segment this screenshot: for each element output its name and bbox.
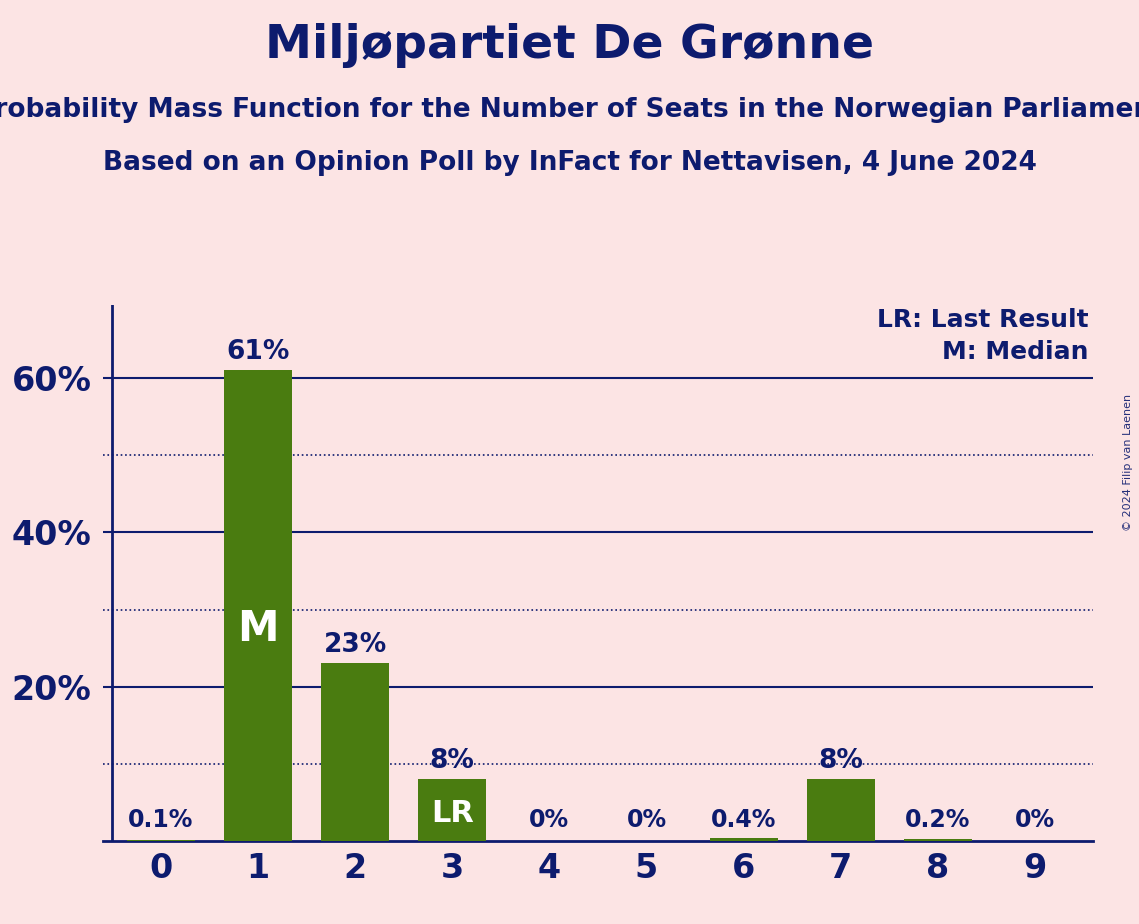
Text: M: Median: M: Median	[942, 340, 1089, 364]
Bar	[904, 839, 972, 841]
Bar	[418, 779, 486, 841]
Bar	[710, 838, 778, 841]
Text: LR: Last Result: LR: Last Result	[877, 308, 1089, 332]
Text: 8%: 8%	[429, 748, 475, 773]
Text: 0%: 0%	[530, 808, 570, 832]
Bar	[321, 663, 390, 841]
Text: M: M	[237, 608, 279, 650]
Text: © 2024 Filip van Laenen: © 2024 Filip van Laenen	[1123, 394, 1133, 530]
Text: Probability Mass Function for the Number of Seats in the Norwegian Parliament: Probability Mass Function for the Number…	[0, 97, 1139, 123]
Text: 8%: 8%	[819, 748, 863, 773]
Text: 0.1%: 0.1%	[128, 808, 194, 832]
Text: 0%: 0%	[626, 808, 666, 832]
Text: LR: LR	[431, 798, 474, 828]
Text: 23%: 23%	[323, 632, 387, 658]
Text: Miljøpartiet De Grønne: Miljøpartiet De Grønne	[265, 23, 874, 68]
Text: 0.4%: 0.4%	[711, 808, 777, 832]
Text: 0%: 0%	[1015, 808, 1055, 832]
Bar	[224, 371, 292, 841]
Bar	[806, 779, 875, 841]
Text: 61%: 61%	[227, 339, 289, 365]
Text: 0.2%: 0.2%	[906, 808, 970, 832]
Text: Based on an Opinion Poll by InFact for Nettavisen, 4 June 2024: Based on an Opinion Poll by InFact for N…	[103, 150, 1036, 176]
